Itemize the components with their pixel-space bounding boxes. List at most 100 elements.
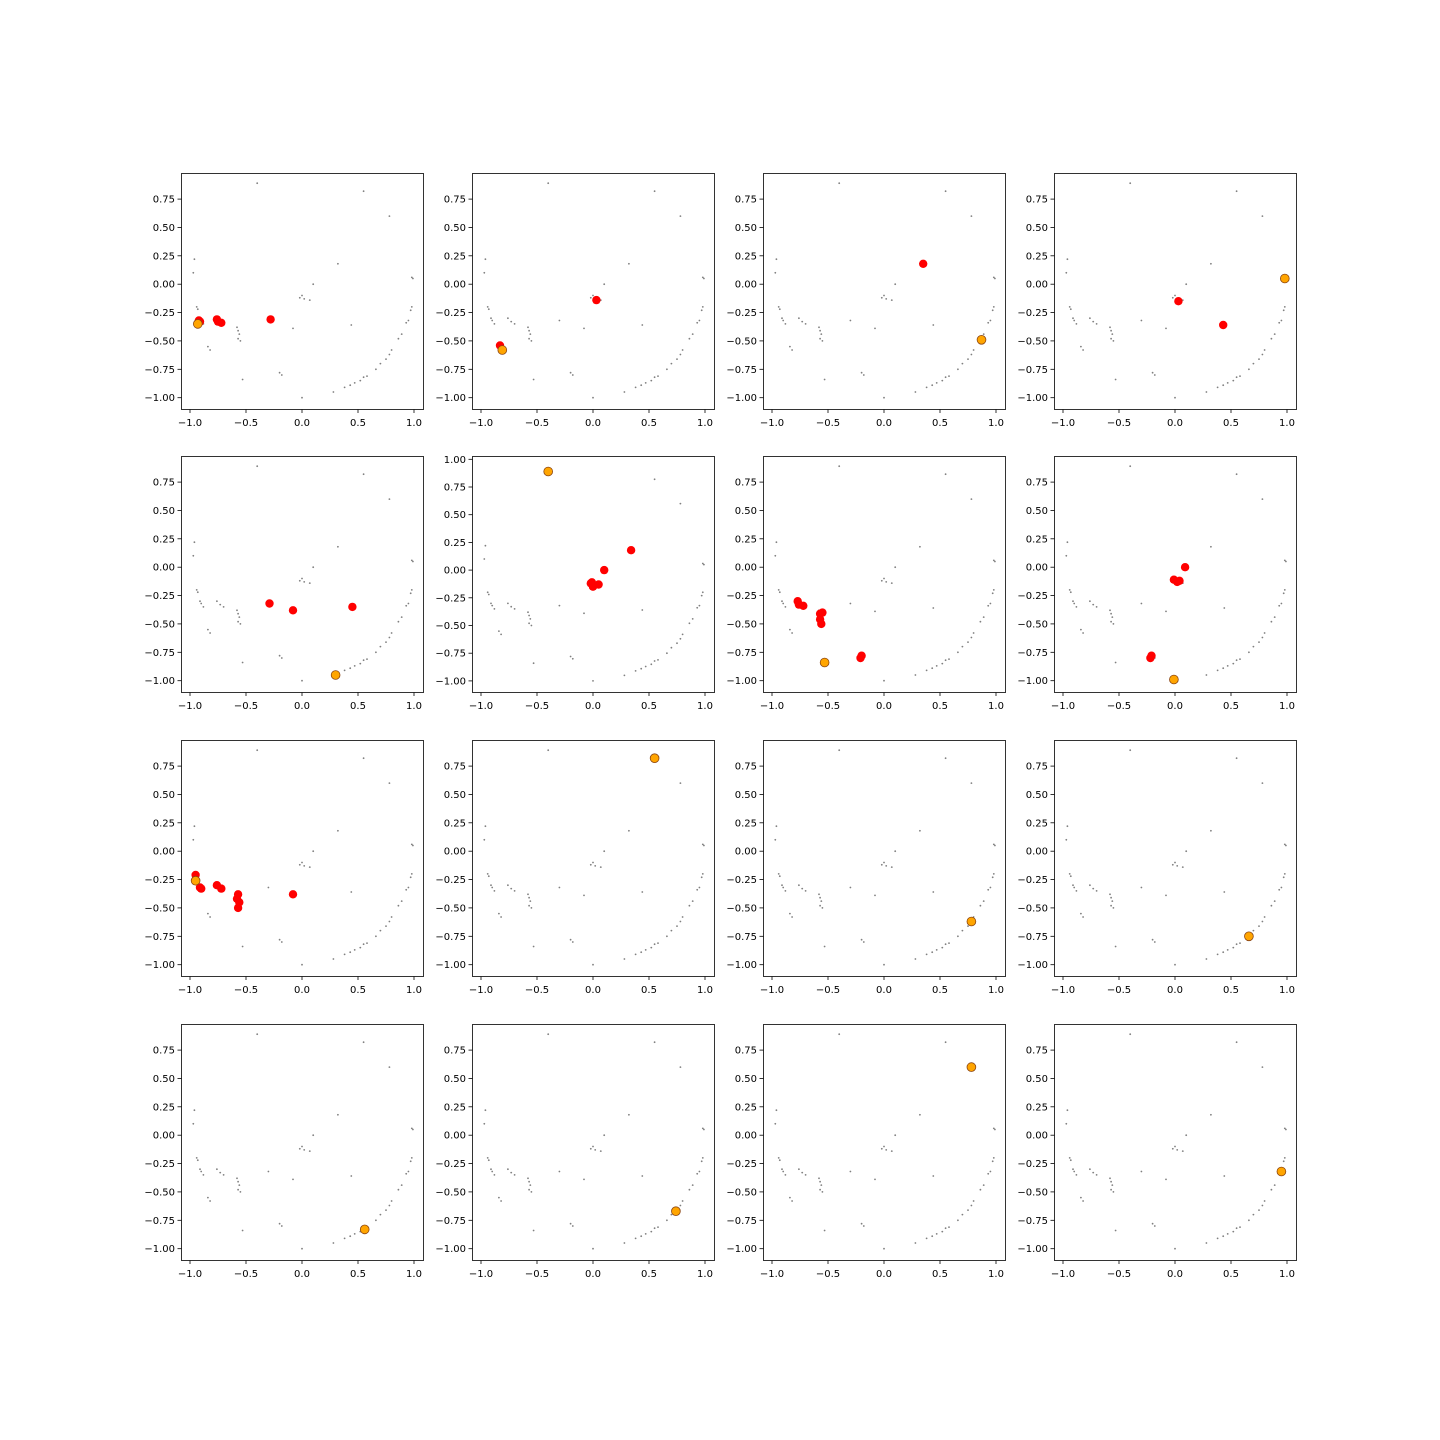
background-point bbox=[241, 1229, 244, 1232]
background-point bbox=[528, 1180, 530, 1183]
subplot-16: −1.0 −0.5 0.0 0.5 1.0 −1.00 −0.75 −0.50 −0.25 0.0… bbox=[1017, 1024, 1297, 1280]
background-point bbox=[385, 1209, 387, 1211]
background-point bbox=[880, 863, 883, 866]
background-point bbox=[970, 1204, 973, 1207]
background-point bbox=[366, 942, 368, 944]
background-point bbox=[774, 554, 777, 557]
background-point bbox=[703, 1128, 705, 1131]
background-point bbox=[967, 1209, 969, 1211]
background-point bbox=[308, 866, 311, 868]
background-point bbox=[1072, 884, 1074, 887]
background-point bbox=[379, 1213, 382, 1216]
background-point bbox=[1072, 317, 1074, 320]
background-point bbox=[944, 1041, 947, 1044]
background-point bbox=[1065, 1122, 1068, 1125]
background-point bbox=[778, 875, 781, 878]
y-tick-label: −0.25 bbox=[144, 875, 175, 886]
y-tick-label: 0.00 bbox=[1026, 563, 1048, 574]
background-point bbox=[885, 581, 888, 583]
y-tick-label: −1.00 bbox=[435, 676, 466, 687]
x-tick-label: −0.5 bbox=[525, 701, 549, 712]
background-point bbox=[961, 929, 964, 932]
y-tick-label: 0.00 bbox=[735, 847, 757, 858]
background-point bbox=[849, 602, 852, 605]
background-point bbox=[791, 1200, 793, 1202]
background-point bbox=[1205, 674, 1208, 676]
x-tick-label: −0.5 bbox=[1107, 1269, 1131, 1280]
target-point bbox=[359, 1224, 370, 1235]
background-point bbox=[1114, 661, 1117, 664]
background-point bbox=[409, 309, 412, 312]
background-point bbox=[991, 592, 994, 595]
background-point bbox=[388, 920, 391, 923]
background-point bbox=[994, 844, 996, 847]
plot-area bbox=[774, 1033, 996, 1250]
background-point bbox=[774, 838, 777, 841]
background-point bbox=[919, 1113, 921, 1116]
background-point bbox=[972, 632, 975, 634]
background-point bbox=[1082, 1200, 1084, 1202]
background-point bbox=[200, 602, 203, 605]
background-point bbox=[1080, 345, 1082, 348]
background-point bbox=[992, 276, 995, 279]
background-point bbox=[653, 1227, 656, 1230]
background-point bbox=[961, 362, 964, 365]
subplot-7: −1.0 −0.5 0.0 0.5 1.0 −1.00 −0.75 −0.50 −0.25 0.0… bbox=[726, 456, 1006, 712]
background-point bbox=[390, 632, 393, 634]
background-point bbox=[487, 1159, 490, 1162]
background-point bbox=[1283, 589, 1286, 591]
background-point bbox=[1111, 616, 1114, 618]
background-point bbox=[681, 633, 684, 636]
background-point bbox=[349, 1235, 352, 1238]
y-tick-label: −0.75 bbox=[726, 365, 757, 376]
highlight-point bbox=[626, 546, 636, 555]
background-point bbox=[513, 608, 516, 610]
background-point bbox=[1092, 887, 1095, 890]
y-tick-label: −0.25 bbox=[435, 875, 466, 886]
background-point bbox=[343, 386, 346, 389]
background-point bbox=[679, 353, 682, 356]
y-tick-label: −0.50 bbox=[726, 619, 757, 630]
background-point bbox=[1261, 782, 1264, 784]
background-point bbox=[583, 612, 585, 615]
background-point bbox=[1210, 829, 1212, 832]
background-point bbox=[670, 362, 673, 365]
background-point bbox=[650, 663, 653, 666]
y-tick-label: −0.25 bbox=[144, 1159, 175, 1170]
y-tick-label: 0.50 bbox=[1026, 790, 1048, 801]
background-point bbox=[209, 632, 212, 634]
background-point bbox=[366, 658, 368, 660]
y-tick-label: −1.00 bbox=[1017, 960, 1048, 971]
background-point bbox=[885, 298, 888, 300]
background-point bbox=[484, 258, 487, 261]
background-point bbox=[1280, 886, 1283, 889]
background-point bbox=[1248, 651, 1250, 654]
background-point bbox=[280, 941, 283, 943]
background-point bbox=[337, 829, 339, 832]
y-tick-label: −1.00 bbox=[1017, 1244, 1048, 1255]
background-point bbox=[931, 951, 934, 954]
background-point bbox=[1222, 1235, 1225, 1238]
highlight-point bbox=[217, 884, 226, 893]
background-point bbox=[500, 916, 502, 918]
background-point bbox=[691, 900, 694, 902]
y-tick-label: −1.00 bbox=[1017, 676, 1048, 687]
x-tick-label: 1.0 bbox=[1279, 418, 1295, 429]
background-point bbox=[332, 1242, 335, 1244]
background-point bbox=[967, 358, 969, 360]
background-point bbox=[819, 896, 821, 899]
x-tick-label: 0.0 bbox=[1167, 1269, 1183, 1280]
background-point bbox=[679, 502, 682, 505]
background-point bbox=[1232, 379, 1235, 382]
y-tick-label: −1.00 bbox=[726, 393, 757, 404]
background-point bbox=[782, 1170, 785, 1173]
x-tick-label: 1.0 bbox=[988, 701, 1004, 712]
background-point bbox=[397, 620, 400, 623]
x-tick-label: 0.0 bbox=[585, 1269, 601, 1280]
background-point bbox=[935, 665, 938, 667]
background-point bbox=[1235, 1041, 1238, 1044]
background-point bbox=[681, 916, 684, 918]
background-point bbox=[994, 560, 996, 563]
background-point bbox=[343, 1237, 346, 1240]
background-point bbox=[880, 1147, 883, 1150]
